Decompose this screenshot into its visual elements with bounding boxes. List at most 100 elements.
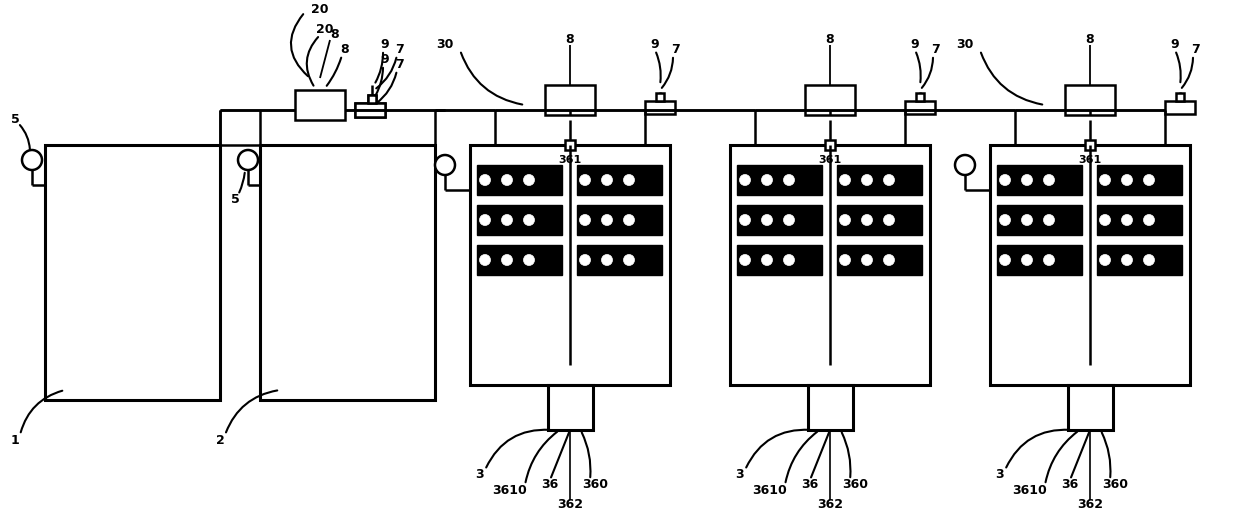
Text: 3610: 3610	[492, 484, 527, 497]
Circle shape	[739, 174, 750, 185]
Circle shape	[480, 215, 491, 226]
Text: 8: 8	[1086, 34, 1095, 47]
Bar	[577, 205, 662, 235]
Circle shape	[761, 255, 773, 266]
Circle shape	[1143, 215, 1154, 226]
Text: 36: 36	[801, 478, 818, 491]
Circle shape	[501, 215, 512, 226]
Circle shape	[862, 255, 873, 266]
Text: 362: 362	[557, 499, 583, 511]
Text: 5: 5	[231, 194, 239, 206]
Circle shape	[862, 174, 873, 185]
Circle shape	[955, 155, 975, 175]
Bar	[1097, 245, 1182, 275]
Text: 8: 8	[341, 44, 350, 57]
Text: 7: 7	[671, 44, 680, 57]
Circle shape	[784, 215, 795, 226]
Circle shape	[1100, 215, 1111, 226]
Circle shape	[784, 255, 795, 266]
Circle shape	[999, 215, 1011, 226]
Text: 8: 8	[826, 34, 835, 47]
Text: 362: 362	[1078, 499, 1104, 511]
Bar	[837, 165, 923, 195]
Text: 361: 361	[558, 155, 582, 165]
Text: 2: 2	[216, 434, 224, 446]
Circle shape	[523, 174, 534, 185]
Circle shape	[624, 255, 635, 266]
Text: 362: 362	[817, 499, 843, 511]
Bar	[1166, 101, 1195, 114]
Bar	[837, 205, 923, 235]
Circle shape	[1121, 174, 1132, 185]
Circle shape	[1022, 255, 1033, 266]
Text: 5: 5	[11, 113, 20, 127]
Circle shape	[1044, 255, 1054, 266]
Circle shape	[1044, 215, 1054, 226]
Text: 9: 9	[381, 54, 389, 67]
Bar	[548, 385, 593, 430]
Circle shape	[480, 255, 491, 266]
Circle shape	[601, 255, 613, 266]
Text: 3610: 3610	[753, 484, 787, 497]
Circle shape	[1100, 174, 1111, 185]
Bar	[355, 103, 384, 117]
Bar	[656, 93, 663, 101]
Circle shape	[624, 215, 635, 226]
Circle shape	[784, 174, 795, 185]
Bar	[477, 205, 562, 235]
Circle shape	[1121, 215, 1132, 226]
Text: 7: 7	[1190, 44, 1199, 57]
Circle shape	[1143, 255, 1154, 266]
Bar	[730, 145, 930, 385]
Bar	[1097, 205, 1182, 235]
Circle shape	[862, 215, 873, 226]
Text: 20: 20	[316, 24, 334, 37]
Text: 361: 361	[1079, 155, 1101, 165]
Bar	[645, 101, 675, 114]
Bar	[565, 140, 575, 150]
Circle shape	[883, 255, 894, 266]
Circle shape	[1022, 215, 1033, 226]
Bar	[45, 145, 219, 400]
Text: 8: 8	[331, 28, 340, 41]
Text: 20: 20	[311, 4, 329, 16]
Bar	[1065, 85, 1115, 115]
Circle shape	[883, 215, 894, 226]
Bar	[837, 245, 923, 275]
Circle shape	[1143, 174, 1154, 185]
Text: 7: 7	[396, 44, 404, 57]
Bar	[997, 165, 1083, 195]
Bar	[916, 93, 924, 101]
Circle shape	[435, 155, 455, 175]
Bar	[1097, 165, 1182, 195]
Circle shape	[999, 174, 1011, 185]
Bar	[737, 165, 822, 195]
Circle shape	[501, 174, 512, 185]
Circle shape	[22, 150, 42, 170]
Bar	[477, 245, 562, 275]
Bar	[1176, 93, 1184, 101]
Circle shape	[601, 174, 613, 185]
Circle shape	[839, 174, 851, 185]
Text: 9: 9	[381, 38, 389, 51]
Bar	[295, 90, 345, 120]
Bar	[905, 101, 935, 114]
Text: 360: 360	[1102, 478, 1128, 491]
Circle shape	[579, 215, 590, 226]
Bar	[990, 145, 1190, 385]
Circle shape	[999, 255, 1011, 266]
Bar	[368, 95, 376, 103]
Bar	[260, 145, 435, 400]
Circle shape	[761, 174, 773, 185]
Bar	[546, 85, 595, 115]
Text: 9: 9	[1171, 38, 1179, 51]
Circle shape	[624, 174, 635, 185]
Text: 30: 30	[956, 38, 973, 51]
Text: 7: 7	[396, 58, 404, 71]
Bar	[737, 245, 822, 275]
Bar	[737, 205, 822, 235]
Bar	[1068, 385, 1112, 430]
Text: 360: 360	[582, 478, 608, 491]
Bar	[577, 245, 662, 275]
Text: 361: 361	[818, 155, 842, 165]
